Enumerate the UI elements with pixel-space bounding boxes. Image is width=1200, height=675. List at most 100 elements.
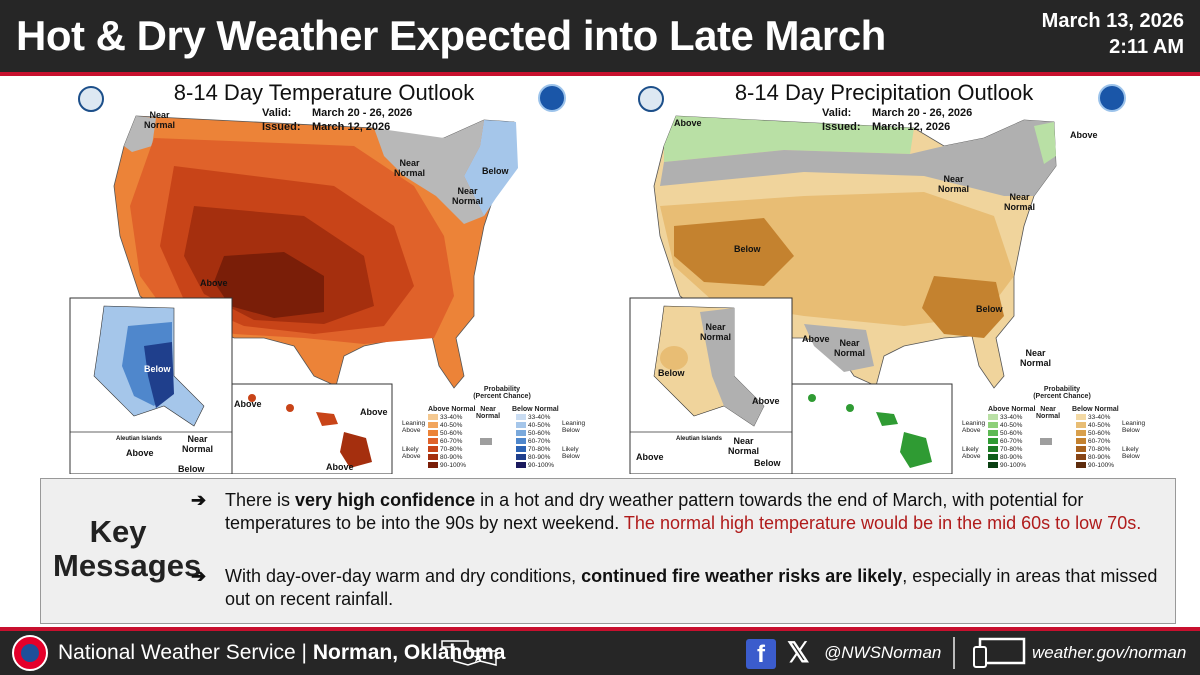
valid-label: Valid:: [822, 107, 852, 119]
legend-range: 90-100%: [440, 462, 467, 469]
legend-swatch: [1076, 462, 1086, 469]
nws-logo-inner: [21, 644, 39, 662]
hawaii-island-kauai: [808, 394, 816, 402]
map-label-below-ne: Below: [482, 166, 509, 176]
facebook-icon[interactable]: f: [746, 639, 776, 669]
legend-near-swatch: [480, 438, 492, 445]
precipitation-outlook-map: [629, 115, 1057, 474]
map-label-above-tx: Above: [802, 334, 830, 344]
legend-range: 33-40%: [440, 414, 463, 421]
legend-range: 90-100%: [1088, 462, 1115, 469]
legend-swatch: [988, 438, 998, 445]
commerce-logo: [78, 86, 104, 112]
map-label-near-normal-ne: Near Normal: [1004, 192, 1036, 212]
map-label-below-se: Below: [976, 304, 1003, 314]
nw-near-normal-region: [124, 116, 156, 152]
alaska-below-80: [144, 342, 174, 408]
map-label-near-normal-ak: Near Normal: [700, 322, 732, 342]
legend-range: 80-90%: [440, 454, 463, 461]
key-messages-box: Key Messages ➔ There is very high confid…: [40, 478, 1176, 624]
legend-swatch: [428, 422, 438, 429]
legend-swatch: [1076, 446, 1086, 453]
social-handle[interactable]: @NWSNorman: [824, 643, 942, 662]
legend-swatch: [516, 414, 526, 421]
legend-range: 50-60%: [528, 430, 551, 437]
legend-swatch: [516, 438, 526, 445]
bold-span: continued fire weather risks are likely: [581, 566, 903, 586]
map-label-below-al: Below: [178, 464, 205, 474]
noaa-logo: [538, 84, 566, 112]
map-label-above-hi-2: Above: [360, 407, 388, 417]
valid-value: March 20 - 26, 2026: [312, 107, 413, 119]
legend-range: 80-90%: [1000, 454, 1023, 461]
valid-label: Valid:: [262, 107, 292, 119]
key-message-2-text: With day-over-day warm and dry condition…: [225, 565, 1165, 611]
map-label-above-sw: Above: [200, 278, 228, 288]
timestamp: March 13, 2026 2:11 AM: [1042, 8, 1184, 60]
noaa-logo: [1098, 84, 1126, 112]
legend-range: 40-50%: [1088, 422, 1111, 429]
sw-below-50: [674, 218, 794, 286]
issued-label: Issued:: [262, 121, 301, 133]
legend-swatch: [516, 422, 526, 429]
legend-range: 70-80%: [528, 446, 551, 453]
temperature-outlook-map: [69, 115, 518, 474]
oklahoma-state-icon: ★: [441, 640, 497, 666]
map-label-below-sw: Below: [734, 244, 761, 254]
key-message-1-text: There is very high confidence in a hot a…: [225, 489, 1165, 535]
header-bar: Hot & Dry Weather Expected into Late Mar…: [0, 0, 1200, 72]
legend-swatch: [428, 446, 438, 453]
legend-swatch: [988, 422, 998, 429]
precipitation-outlook-title: 8-14 Day Precipitation Outlook: [734, 80, 1034, 105]
legend-range: 90-100%: [528, 462, 555, 469]
legend-above-scale: 33-40% 40-50% 50-60% 60-70% 70-80% 80-90…: [988, 414, 1026, 470]
legend-above-head: Above Normal: [428, 406, 476, 413]
issued-value: March 12, 2026: [872, 121, 951, 133]
legend-swatch: [428, 414, 438, 421]
legend-swatch: [428, 430, 438, 437]
map-label-near-normal-fl: Near Normal: [1020, 348, 1052, 368]
legend-swatch: [988, 430, 998, 437]
above-80-region: [214, 252, 324, 318]
legend-below-scale: 33-40% 40-50% 50-60% 60-70% 70-80% 80-90…: [516, 414, 554, 470]
legend-above-head: Above Normal: [988, 406, 1036, 413]
legend-range: 50-60%: [1088, 430, 1111, 437]
map-label-near-normal-al: Near Normal: [728, 436, 760, 456]
legend-near-head: Near Normal: [1036, 406, 1061, 420]
website-link[interactable]: weather.gov/norman: [1032, 643, 1187, 662]
org-name: National Weather Service |: [58, 641, 313, 664]
text-span: in a hot and dry weather pattern towards…: [225, 490, 1084, 533]
precipitation-legend: Probability (Percent Chance) Above Norma…: [962, 386, 1160, 469]
legend-swatch: [516, 454, 526, 461]
map-label-near-normal-tx: Near Normal: [834, 338, 866, 358]
legend-swatch: [1076, 454, 1086, 461]
footer-bar: National Weather Service | Norman, Oklah…: [0, 631, 1200, 675]
legend-likely-above: Likely Above: [962, 446, 981, 460]
legend-leaning-above: Leaning Above: [402, 420, 426, 434]
bold-span: very high confidence: [295, 490, 476, 510]
text-span: With day-over-day warm and dry condition…: [225, 566, 582, 586]
x-icon[interactable]: 𝕏: [787, 637, 810, 668]
legend-swatch: [988, 454, 998, 461]
legend-title: Probability (Percent Chance): [1033, 386, 1091, 400]
legend-range: 90-100%: [1000, 462, 1027, 469]
legend-swatch: [428, 462, 438, 469]
map-label-above-ak: Above: [752, 396, 780, 406]
legend-range: 40-50%: [1000, 422, 1023, 429]
footer-separator: [953, 637, 955, 669]
legend-range: 60-70%: [1088, 438, 1111, 445]
legend-likely-below: Likely Below: [1122, 446, 1140, 460]
legend-range: 70-80%: [1000, 446, 1023, 453]
legend-range: 50-60%: [440, 430, 463, 437]
map-label-near-normal-ne: Near Normal: [452, 186, 484, 206]
legend-range: 33-40%: [1088, 414, 1111, 421]
legend-swatch: [1076, 438, 1086, 445]
map-label-above-al: Above: [126, 448, 154, 458]
legend-range: 33-40%: [528, 414, 551, 421]
legend-title: Probability (Percent Chance): [473, 386, 531, 400]
ne-below-region: [464, 120, 518, 216]
se-below-50: [922, 276, 1004, 338]
legend-swatch: [1076, 422, 1086, 429]
date-text: March 13, 2026: [1041, 10, 1184, 32]
legend-range: 33-40%: [1000, 414, 1023, 421]
